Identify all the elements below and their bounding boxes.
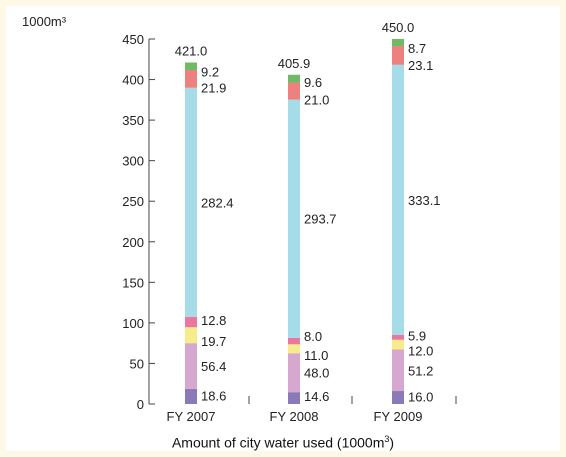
- bar-segment: [288, 353, 300, 393]
- bar-segment: [185, 327, 197, 344]
- data-label: 9.2: [201, 65, 219, 80]
- data-label: 21.0: [304, 93, 329, 108]
- data-label: 14.6: [304, 389, 329, 404]
- y-unit-label: 1000m³: [22, 14, 67, 29]
- x-tick-label: FY 2008: [270, 409, 319, 424]
- bar-segment: [288, 337, 300, 345]
- chart-area: 1000m³ 0 50 100 150 200 250 300 350 400 450 FY 200…: [6, 6, 560, 451]
- bar-segment: [185, 343, 197, 389]
- bar-segment: [288, 82, 300, 100]
- bar-segment: [392, 349, 404, 392]
- bar-segment: [288, 344, 300, 354]
- bar-segment: [392, 339, 404, 350]
- x-tick-label: FY 2007: [167, 409, 216, 424]
- y-tick-label: 0: [137, 397, 144, 412]
- data-label: 18.6: [201, 388, 226, 403]
- bar-segment: [185, 69, 197, 88]
- y-tick-label: 350: [122, 113, 144, 128]
- data-label: 51.2: [408, 363, 433, 378]
- bar-segment: [392, 64, 404, 335]
- data-label: 19.7: [201, 334, 226, 349]
- y-tick-label: 50: [130, 356, 144, 371]
- y-tick-label: 100: [122, 316, 144, 331]
- data-label: 333.1: [408, 193, 441, 208]
- y-tick-label: 200: [122, 235, 144, 250]
- bar-segment: [392, 39, 404, 47]
- data-label: 48.0: [304, 366, 329, 381]
- data-label: 12.8: [201, 313, 226, 328]
- x-tick-label: FY 2009: [374, 409, 423, 424]
- data-label: 8.7: [408, 41, 426, 56]
- bar-segment: [288, 99, 300, 338]
- data-label: 56.4: [201, 359, 226, 374]
- data-label: 21.9: [201, 81, 226, 96]
- y-tick-label: 450: [122, 32, 144, 47]
- data-label: 12.0: [408, 344, 433, 359]
- data-label: 293.7: [304, 212, 337, 227]
- y-tick-label: 400: [122, 73, 144, 88]
- data-label: 11.0: [304, 348, 328, 363]
- bar-segment: [185, 388, 197, 404]
- y-tick-label: 300: [122, 154, 144, 169]
- bar-segment: [185, 316, 197, 328]
- bar-segment: [185, 62, 197, 70]
- total-label: 450.0: [382, 20, 415, 35]
- data-label: 9.6: [304, 75, 322, 90]
- data-label: 8.0: [304, 329, 322, 344]
- data-label: 5.9: [408, 328, 426, 343]
- y-tick-label: 250: [122, 194, 144, 209]
- x-axis-title: Amount of city water used (1000m3): [6, 434, 560, 451]
- data-label: 282.4: [201, 195, 234, 210]
- total-label: 421.0: [175, 44, 208, 59]
- bar-segment: [185, 87, 197, 317]
- bar-segment: [392, 46, 404, 65]
- bar-segment: [288, 392, 300, 404]
- x-axis-title-tail: ): [389, 434, 395, 451]
- y-tick-label: 150: [122, 275, 144, 290]
- x-axis-title-sup: 3: [384, 434, 390, 444]
- bar-segment: [392, 391, 404, 404]
- bar-segment: [392, 334, 404, 340]
- data-label: 16.0: [408, 390, 433, 405]
- data-label: 23.1: [408, 58, 433, 73]
- bar-segment: [288, 74, 300, 83]
- x-axis-title-text: Amount of city water used (1000m: [171, 434, 385, 451]
- total-label: 405.9: [278, 56, 311, 71]
- stacked-bar-chart: 0 50 100 150 200 250 300 350 400 450 FY 2007 421.0 F…: [122, 20, 457, 424]
